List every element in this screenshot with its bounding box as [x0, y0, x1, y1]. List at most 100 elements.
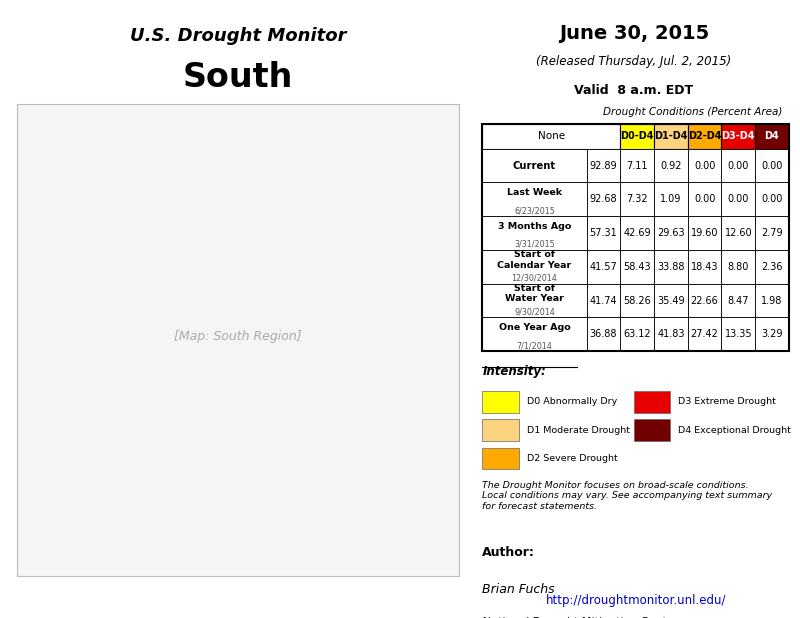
Text: 29.63: 29.63 [657, 228, 685, 238]
Text: Start of
Calendar Year: Start of Calendar Year [498, 250, 571, 269]
Text: Current: Current [513, 161, 556, 171]
Bar [722, 182, 755, 216]
Bar [755, 250, 789, 284]
Text: http://droughtmonitor.unl.edu/: http://droughtmonitor.unl.edu/ [546, 594, 726, 607]
Bar [620, 124, 654, 149]
Bar [620, 284, 654, 318]
Text: 41.83: 41.83 [657, 329, 685, 339]
Text: 0.00: 0.00 [762, 161, 782, 171]
Text: 57.31: 57.31 [590, 228, 618, 238]
Bar [654, 284, 688, 318]
Bar [722, 124, 755, 149]
Text: 13.35: 13.35 [725, 329, 752, 339]
Bar [755, 216, 789, 250]
Text: 8.47: 8.47 [727, 295, 749, 305]
Text: 1.98: 1.98 [762, 295, 782, 305]
Bar [482, 149, 586, 182]
Bar [586, 318, 620, 351]
Text: Intensity:: Intensity: [482, 365, 546, 378]
Text: 0.00: 0.00 [762, 194, 782, 205]
Text: 35.49: 35.49 [657, 295, 685, 305]
Bar [755, 124, 789, 149]
Bar [688, 124, 722, 149]
Text: 7.32: 7.32 [626, 194, 648, 205]
Bar [482, 391, 518, 413]
Text: U.S. Drought Monitor: U.S. Drought Monitor [130, 27, 346, 45]
Bar [654, 318, 688, 351]
Bar [688, 284, 722, 318]
Text: 7.11: 7.11 [626, 161, 648, 171]
Bar [620, 216, 654, 250]
Bar [482, 318, 586, 351]
Bar [620, 250, 654, 284]
Bar [634, 391, 670, 413]
Text: 58.43: 58.43 [623, 262, 651, 272]
Bar [482, 124, 620, 149]
Text: 36.88: 36.88 [590, 329, 618, 339]
Text: 8.80: 8.80 [727, 262, 749, 272]
Bar [586, 182, 620, 216]
Text: One Year Ago: One Year Ago [498, 323, 570, 332]
Bar [586, 284, 620, 318]
Bar [654, 216, 688, 250]
Text: 41.74: 41.74 [590, 295, 618, 305]
Text: Last Week: Last Week [507, 188, 562, 197]
Text: 27.42: 27.42 [690, 329, 718, 339]
Text: 0.00: 0.00 [694, 194, 715, 205]
Text: 58.26: 58.26 [623, 295, 651, 305]
Text: 18.43: 18.43 [691, 262, 718, 272]
Text: D3 Extreme Drought: D3 Extreme Drought [678, 397, 776, 406]
Text: (Released Thursday, Jul. 2, 2015): (Released Thursday, Jul. 2, 2015) [536, 56, 732, 69]
Text: 22.66: 22.66 [690, 295, 718, 305]
Bar [634, 420, 670, 441]
Bar [620, 149, 654, 182]
Bar [755, 182, 789, 216]
Text: 92.89: 92.89 [590, 161, 618, 171]
Bar [722, 250, 755, 284]
Bar [722, 318, 755, 351]
Bar [654, 124, 688, 149]
Bar [482, 420, 518, 441]
Bar [755, 149, 789, 182]
Bar [482, 448, 518, 470]
Text: 3.29: 3.29 [762, 329, 782, 339]
Text: South: South [183, 61, 293, 94]
Text: 2.79: 2.79 [761, 228, 782, 238]
Bar [482, 124, 789, 351]
Bar [688, 149, 722, 182]
Text: D0 Abnormally Dry: D0 Abnormally Dry [526, 397, 617, 406]
Text: Author:: Author: [482, 546, 535, 559]
Bar [688, 182, 722, 216]
Bar [620, 182, 654, 216]
Text: 0.00: 0.00 [727, 161, 749, 171]
Text: None: None [538, 131, 565, 142]
Text: 9/30/2014: 9/30/2014 [514, 307, 555, 316]
Text: 92.68: 92.68 [590, 194, 618, 205]
Text: D1-D4: D1-D4 [654, 131, 688, 142]
Bar [654, 182, 688, 216]
Bar [755, 284, 789, 318]
Text: 12/30/2014: 12/30/2014 [511, 274, 558, 282]
Bar [722, 149, 755, 182]
Text: National Drought Mitigation Center: National Drought Mitigation Center [482, 617, 678, 618]
Text: 42.69: 42.69 [623, 228, 651, 238]
Bar [586, 250, 620, 284]
Text: 0.92: 0.92 [660, 161, 682, 171]
Text: D4: D4 [765, 131, 779, 142]
Bar [482, 250, 586, 284]
Bar [654, 149, 688, 182]
Text: Brian Fuchs: Brian Fuchs [482, 583, 555, 596]
Bar [586, 216, 620, 250]
Text: D2-D4: D2-D4 [688, 131, 722, 142]
Bar [688, 216, 722, 250]
Text: D4 Exceptional Drought: D4 Exceptional Drought [678, 426, 791, 434]
Text: 1.09: 1.09 [660, 194, 682, 205]
Text: 2.36: 2.36 [762, 262, 782, 272]
Text: 3/31/2015: 3/31/2015 [514, 240, 555, 249]
Text: The Drought Monitor focuses on broad-scale conditions.
Local conditions may vary: The Drought Monitor focuses on broad-sca… [482, 481, 773, 510]
Text: 3 Months Ago: 3 Months Ago [498, 222, 571, 231]
Text: 7/1/2014: 7/1/2014 [517, 341, 552, 350]
Text: 0.00: 0.00 [727, 194, 749, 205]
Text: D2 Severe Drought: D2 Severe Drought [526, 454, 618, 463]
Text: Drought Conditions (Percent Area): Drought Conditions (Percent Area) [603, 107, 782, 117]
